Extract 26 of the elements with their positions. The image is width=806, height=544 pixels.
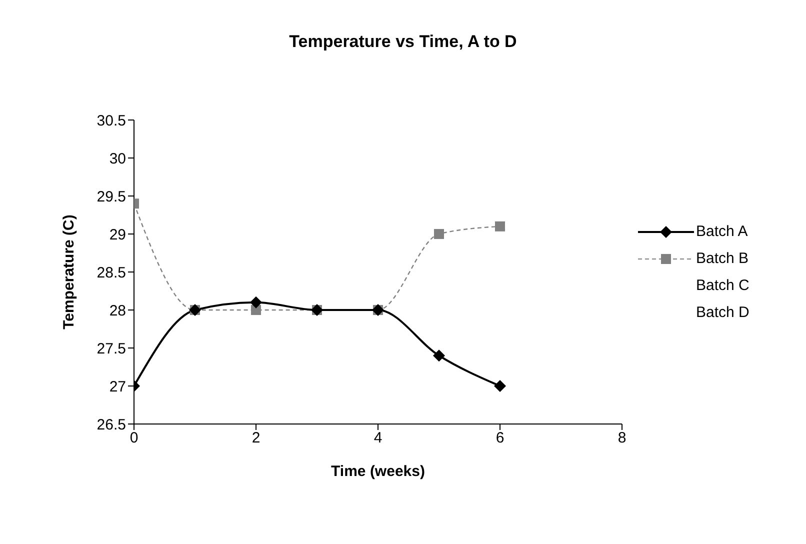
y-tick-label: 28 xyxy=(109,302,126,320)
y-tick-label: 26.5 xyxy=(96,416,126,434)
text: Batch D xyxy=(696,304,750,321)
text: Batch C xyxy=(696,277,750,294)
point xyxy=(495,221,505,232)
chart-title: Temperature vs Time, A to D xyxy=(288,32,518,52)
x-axis-title: Time (weeks) xyxy=(331,463,425,480)
x-tick-label: 0 xyxy=(130,430,138,447)
point xyxy=(434,229,444,239)
x-tick-label: 6 xyxy=(496,430,504,447)
legend-label: Batch A xyxy=(696,223,748,240)
y-tick-label: 27 xyxy=(109,378,126,396)
x-tick-label: 8 xyxy=(618,430,626,447)
y-tick-label: 30.5 xyxy=(96,112,126,130)
point xyxy=(250,296,262,308)
x-tick-label: 2 xyxy=(252,430,260,447)
point xyxy=(494,380,506,392)
y-tick-label: 30 xyxy=(109,150,126,168)
y-tick-label: 29 xyxy=(109,226,126,244)
y-tick-label: 27.5 xyxy=(96,340,126,358)
y-tick-label: 29.5 xyxy=(96,188,126,206)
point xyxy=(433,350,445,362)
legend-label: Batch B xyxy=(696,250,749,267)
y-tick-label: 28.5 xyxy=(96,264,126,282)
y-axis-title: Temperature (C) xyxy=(60,214,78,330)
x-tick-label: 4 xyxy=(374,430,382,447)
